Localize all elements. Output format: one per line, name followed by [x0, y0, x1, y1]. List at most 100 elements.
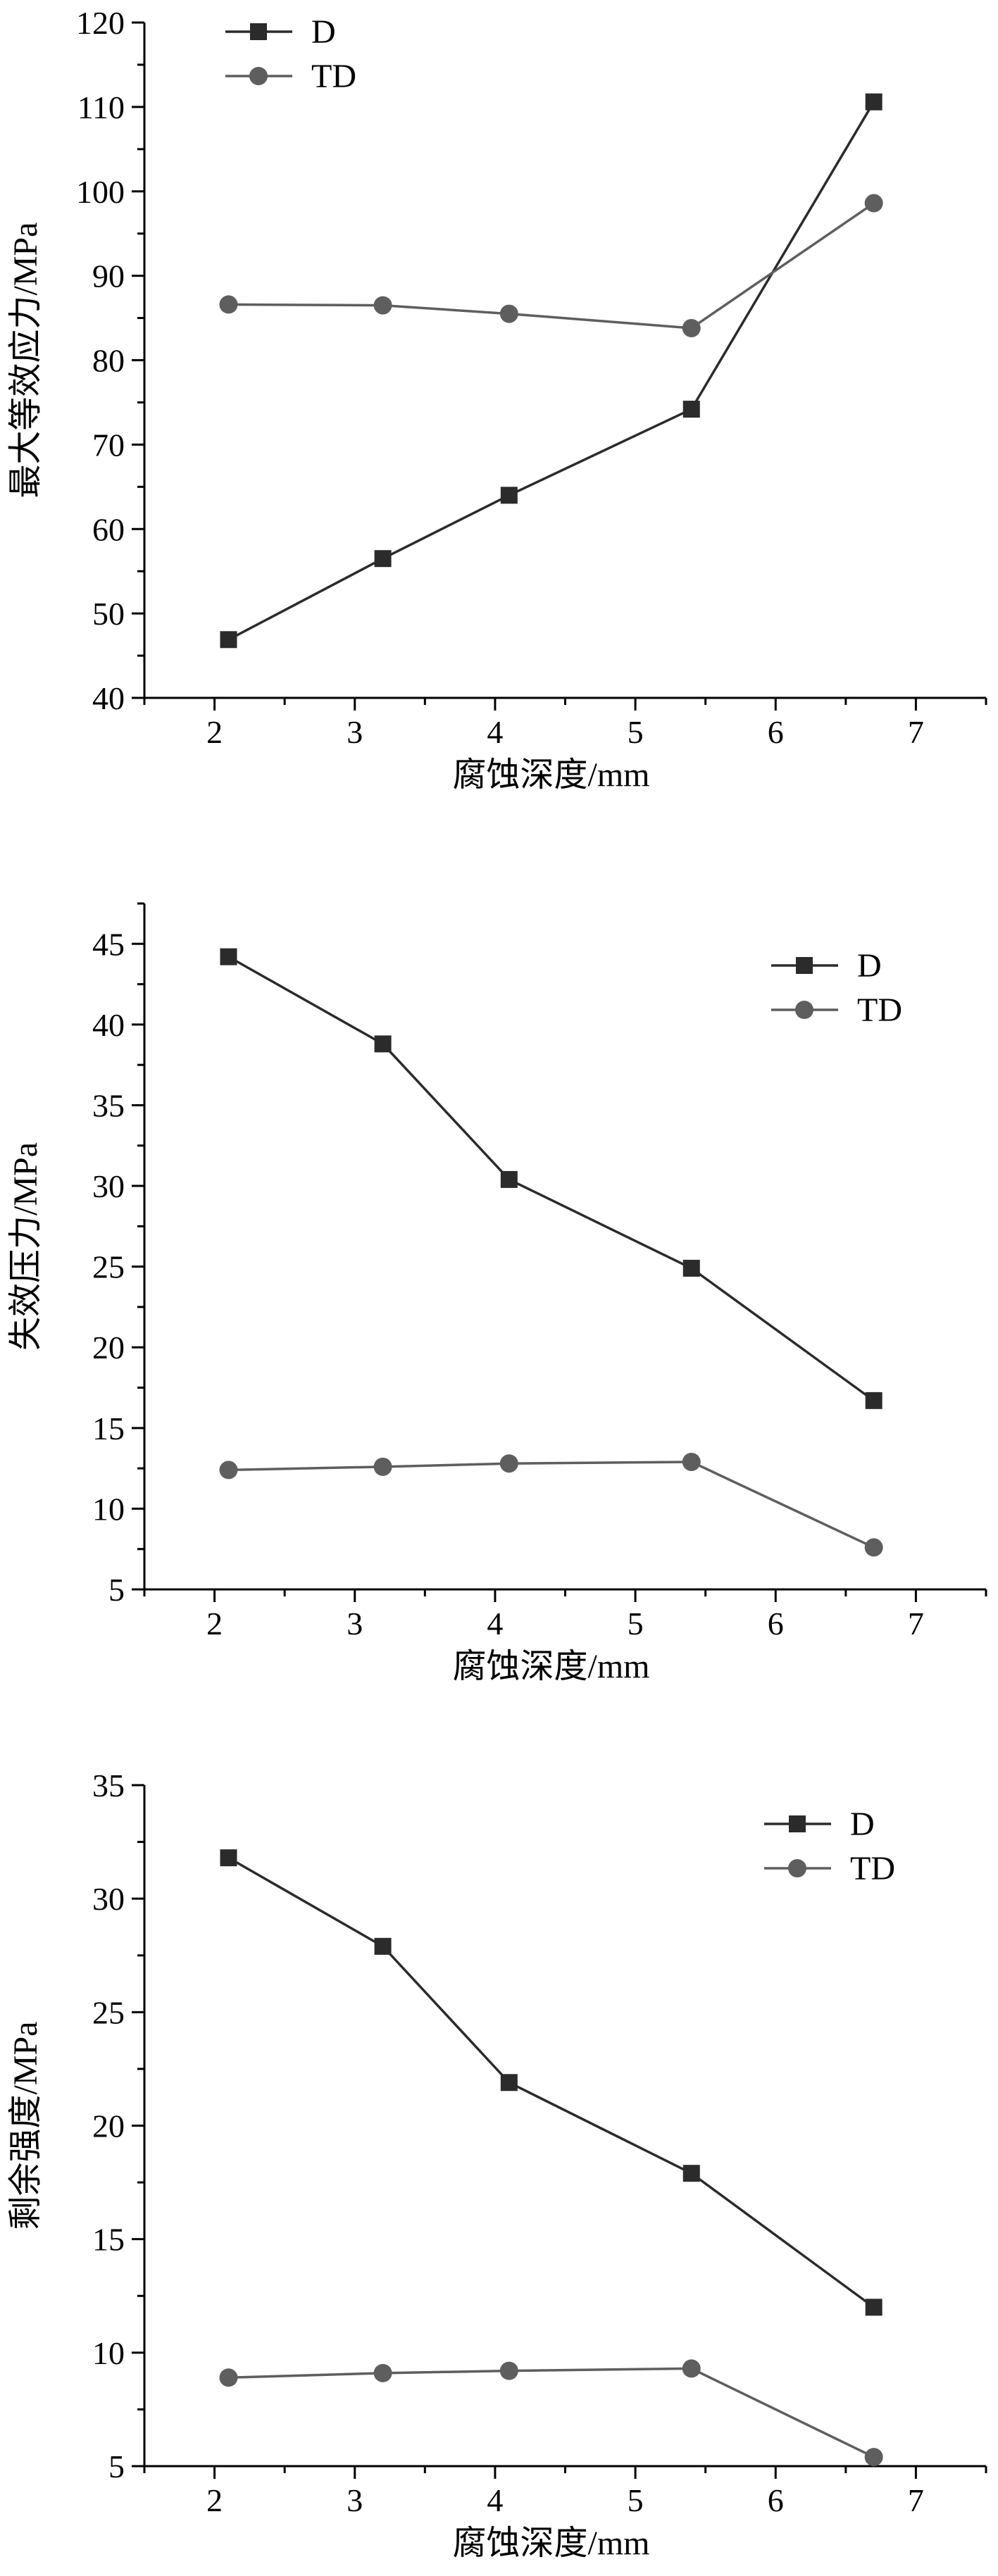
x-axis-title: 腐蚀深度/mm — [452, 1648, 649, 1685]
legend-marker-D — [789, 1815, 806, 1832]
data-point-D — [374, 1937, 392, 1955]
chart-panel-2: 2 3 4 5 6 751015202530354045腐蚀深度/mm失效压力/MPaDT… — [7, 902, 987, 1685]
data-point-TD — [682, 2359, 701, 2378]
x-tick-label: 7 — [908, 2482, 924, 2518]
x-tick-label: 3 — [347, 714, 363, 750]
x-tick-label: 2 — [206, 1606, 223, 1642]
series-line-D — [227, 956, 875, 1402]
y-tick-label: 35 — [92, 1768, 125, 1803]
legend-marker-TD — [788, 1859, 806, 1877]
data-point-TD — [864, 194, 883, 213]
legend-marker-TD — [795, 1001, 813, 1019]
data-point-TD — [373, 1457, 392, 1476]
x-tick-label: 2 — [206, 714, 223, 750]
data-point-TD — [499, 1454, 518, 1473]
y-tick-label: 110 — [77, 89, 125, 125]
data-point-TD — [219, 295, 238, 314]
x-tick-label: 3 — [347, 2482, 363, 2518]
data-point-TD — [373, 296, 392, 315]
legend-label-D: D — [311, 13, 336, 51]
data-point-D — [682, 1259, 700, 1277]
y-tick-label: 5 — [108, 1572, 125, 1608]
x-tick-label: 5 — [628, 1606, 644, 1642]
x-axis-title: 腐蚀深度/mm — [452, 756, 649, 794]
data-point-D — [374, 1035, 392, 1053]
legend-marker-D — [250, 23, 267, 40]
y-tick-label: 45 — [92, 926, 125, 962]
x-tick-label: 7 — [908, 714, 924, 750]
y-axis-title: 剩余强度/MPa — [7, 2021, 44, 2230]
y-tick-label: 30 — [92, 1168, 125, 1204]
legend-marker-TD — [249, 67, 268, 85]
x-axis-title: 腐蚀深度/mm — [452, 2525, 649, 2562]
data-point-D — [865, 2299, 882, 2316]
y-tick-label: 40 — [92, 1007, 125, 1043]
x-tick-label: 3 — [347, 1606, 363, 1642]
legend-label-TD: TD — [857, 992, 902, 1029]
x-tick-label: 5 — [628, 2482, 644, 2518]
series-line-D — [227, 1856, 875, 2308]
y-tick-label: 120 — [76, 5, 125, 41]
x-tick-label: 4 — [487, 2482, 503, 2518]
x-tick-label: 2 — [206, 2482, 223, 2518]
data-point-D — [682, 2165, 700, 2182]
y-tick-label: 35 — [92, 1087, 125, 1123]
legend-label-TD: TD — [850, 1850, 895, 1887]
series-line-TD — [228, 1461, 875, 1549]
legend: D TD — [764, 1806, 895, 1887]
data-point-TD — [682, 318, 701, 337]
y-tick-label: 25 — [92, 1249, 125, 1285]
data-point-TD — [499, 2361, 518, 2380]
series-line-D — [227, 101, 875, 641]
y-tick-label: 70 — [92, 427, 125, 463]
legend-label-TD: TD — [311, 58, 356, 95]
legend-label-D: D — [850, 1806, 875, 1843]
legend: D TD — [225, 13, 356, 95]
x-tick-label: 6 — [768, 2482, 784, 2518]
data-point-TD — [499, 304, 518, 323]
x-tick-label: 4 — [487, 1606, 503, 1642]
legend: D TD — [771, 947, 902, 1029]
chart-panel-3: 2 3 4 5 6 7 5 10 15 20 25 30 35 腐蚀深度/mm 剩余强度/MPa D TD — [7, 1768, 987, 2562]
data-point-D — [374, 550, 392, 568]
x-tick-label: 5 — [628, 714, 644, 750]
y-tick-label: 60 — [92, 511, 125, 547]
data-point-D — [220, 948, 237, 965]
data-point-D — [500, 2074, 518, 2092]
legend-label-D: D — [857, 947, 882, 984]
y-tick-label: 30 — [92, 1881, 125, 1917]
data-point-TD — [864, 1538, 883, 1557]
y-axis-title: 失效压力/MPa — [7, 1142, 44, 1351]
data-point-D — [682, 401, 700, 418]
y-tick-label: 90 — [92, 258, 125, 294]
x-tick-label: 7 — [908, 1606, 924, 1642]
y-tick-label: 10 — [92, 2335, 125, 2371]
y-tick-label: 20 — [92, 2108, 125, 2144]
y-tick-label: 25 — [92, 1994, 125, 2030]
y-tick-label: 10 — [92, 1491, 125, 1527]
data-point-TD — [682, 1452, 701, 1471]
chart-panel-1: 2 3 4 5 6 7 40 50 60 70 80 90 100 110 120 腐蚀深度/mm 最大等效应力… — [7, 5, 987, 794]
y-tick-label: 80 — [92, 343, 125, 379]
y-tick-label: 50 — [92, 596, 125, 632]
y-tick-label: 15 — [92, 1411, 125, 1446]
y-tick-label: 15 — [92, 2222, 125, 2258]
data-point-D — [220, 631, 237, 649]
data-point-TD — [864, 2448, 883, 2467]
data-point-TD — [219, 2368, 238, 2387]
series-line-TD — [228, 2367, 875, 2458]
data-point-D — [865, 93, 882, 111]
y-tick-label: 20 — [92, 1330, 125, 1365]
x-tick-label: 6 — [768, 1606, 784, 1642]
data-point-D — [500, 1170, 518, 1188]
data-point-TD — [219, 1461, 238, 1480]
y-tick-label: 100 — [76, 174, 125, 210]
legend-marker-D — [796, 957, 813, 974]
y-tick-label: 5 — [108, 2449, 125, 2484]
data-point-D — [220, 1849, 237, 1867]
data-point-D — [500, 487, 518, 504]
data-point-D — [865, 1392, 882, 1409]
data-point-TD — [373, 2363, 392, 2382]
y-tick-label: 40 — [92, 680, 125, 716]
